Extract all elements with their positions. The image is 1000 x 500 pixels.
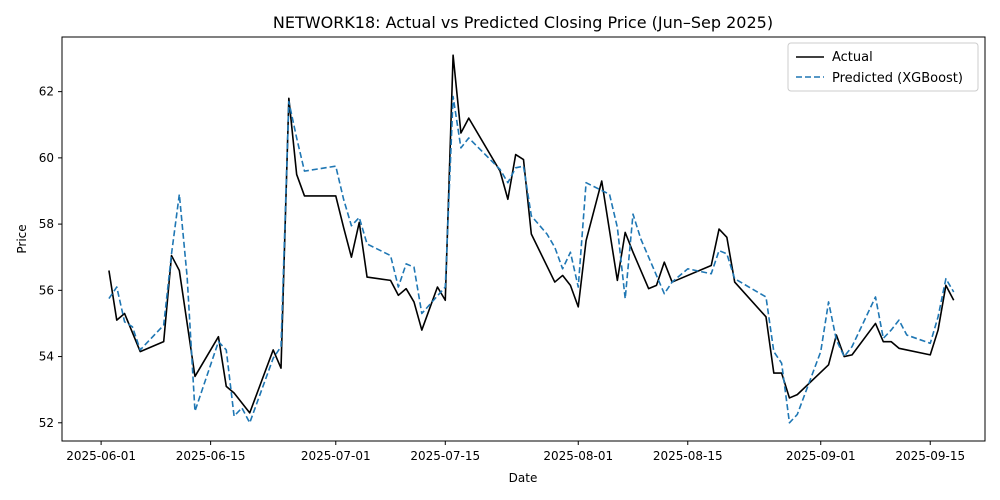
legend-predicted-label: Predicted (XGBoost) <box>832 71 963 86</box>
x-tick-label: 2025-07-01 <box>301 449 371 463</box>
legend: Actual Predicted (XGBoost) <box>787 42 979 92</box>
y-axis: 52 54 56 58 60 62 <box>39 85 62 430</box>
x-tick-label: 2025-09-15 <box>895 449 965 463</box>
legend-actual-label: Actual <box>832 50 873 65</box>
x-tick-label: 2025-06-01 <box>66 449 136 463</box>
x-tick-label: 2025-08-15 <box>653 449 723 463</box>
y-tick-label: 58 <box>39 217 54 231</box>
y-tick-label: 54 <box>39 350 54 364</box>
chart-title: NETWORK18: Actual vs Predicted Closing P… <box>273 13 773 32</box>
actual-series-line <box>108 54 955 414</box>
x-tick-label: 2025-06-15 <box>176 449 246 463</box>
plot-area <box>108 54 955 424</box>
x-tick-label: 2025-08-01 <box>543 449 613 463</box>
series-layer <box>108 54 955 424</box>
y-tick-label: 52 <box>39 416 54 430</box>
x-axis: 2025-06-01 2025-06-15 2025-07-01 2025-07-15… <box>66 441 965 463</box>
y-tick-label: 56 <box>39 283 54 297</box>
y-tick-label: 62 <box>39 85 54 99</box>
x-tick-label: 2025-09-01 <box>786 449 856 463</box>
x-tick-label: 2025-07-15 <box>410 449 480 463</box>
plot-frame <box>61 36 986 442</box>
y-tick-label: 60 <box>39 151 54 165</box>
legend-box <box>787 42 979 92</box>
x-axis-label: Date <box>509 471 538 485</box>
predicted-series-line <box>108 95 955 424</box>
y-axis-label: Price <box>15 224 29 253</box>
